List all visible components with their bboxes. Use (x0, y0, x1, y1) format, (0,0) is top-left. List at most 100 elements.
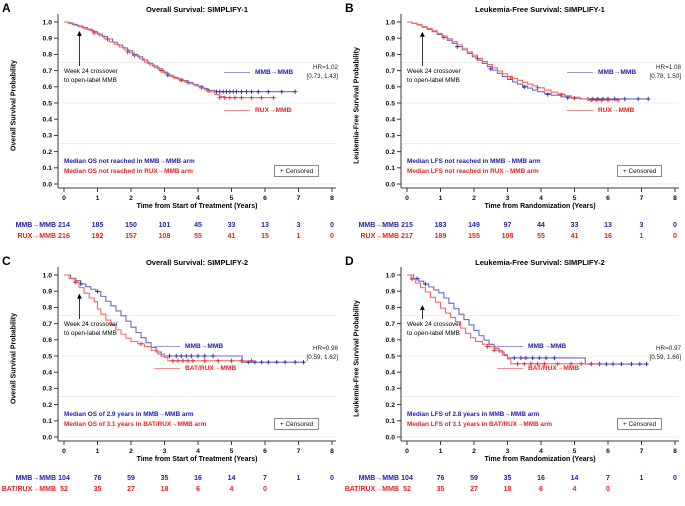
legend-line-icon (497, 368, 523, 369)
y-tick-label: 0.3 (43, 133, 53, 140)
y-tick-label: 1.0 (386, 272, 396, 279)
legend-label: RUX→MMB (598, 107, 635, 114)
at-risk-count: 44 (537, 222, 545, 229)
x-tick-label: 4 (196, 448, 200, 455)
panel-d: 0.0 0.1 0.2 0.3 0.4 0.5 0.6 0.7 0.8 0.9 1.0 0 1 2 3 4 5 6… (343, 253, 685, 506)
median-note-batrux: Median LFS of 3.1 years in BAT/RUX→MMB a… (407, 421, 553, 428)
hr-ci: [0.78, 1.50] (649, 72, 681, 80)
legend-item-rux: RUX→MMB (224, 107, 291, 114)
x-tick-label: 7 (640, 195, 644, 202)
y-tick-label: 0.1 (43, 418, 53, 425)
y-tick-label: 0.0 (43, 434, 53, 441)
at-risk-count: 16 (194, 475, 202, 482)
km-curve-comparator (64, 274, 254, 362)
at-risk-count: 0 (330, 233, 334, 240)
y-axis-label: Leukemia-Free Survival Probability (353, 47, 361, 164)
at-risk-count: 1 (297, 233, 301, 240)
y-tick-label: 0.2 (386, 402, 396, 409)
at-risk-count: 185 (92, 222, 104, 229)
crossover-annotation: Week 24 crossover to open-label MMB (407, 321, 461, 338)
x-tick-label: 7 (640, 448, 644, 455)
at-risk-count: 149 (468, 222, 480, 229)
at-risk-count: 6 (539, 486, 543, 493)
at-risk-count: 0 (330, 475, 334, 482)
x-tick-label: 8 (673, 195, 677, 202)
at-risk-count: 33 (228, 222, 236, 229)
at-risk-count: 59 (127, 475, 135, 482)
crossover-annotation: Week 24 crossover to open-label MMB (64, 321, 118, 338)
at-risk-count: 216 (58, 233, 70, 240)
hr-ci: [0.59, 1.62] (306, 353, 338, 361)
at-risk-count: 0 (263, 486, 267, 493)
x-tick-label: 0 (62, 195, 66, 202)
median-note-mmb: Median OS not reached in MMB→MMB arm (64, 158, 195, 165)
at-risk-count: 0 (673, 475, 677, 482)
km-curve-comparator (407, 21, 619, 101)
at-risk-count: 1 (297, 475, 301, 482)
hr-value: HR=1.02 (312, 64, 338, 71)
legend-item-batrux: BAT/RUX→MMB (497, 365, 579, 372)
legend-item-mmb: MMB→MMB (154, 343, 223, 350)
median-notes: Median LFS not reached in MMB→MMB arm Me… (407, 157, 541, 177)
x-tick-label: 6 (263, 195, 267, 202)
x-tick-label: 5 (230, 448, 234, 455)
legend-item-mmb: MMB→MMB (567, 69, 636, 76)
km-plot-svg-d: 0.0 0.1 0.2 0.3 0.4 0.5 0.6 0.7 0.8 0.9 1.0 0 1 2 3 4 5 6… (345, 267, 679, 493)
legend-label: BAT/RUX→MMB (528, 365, 580, 372)
x-tick-label: 5 (573, 448, 577, 455)
at-risk-count: 27 (470, 486, 478, 493)
at-risk-count: 35 (94, 486, 102, 493)
at-risk-count: 0 (606, 486, 610, 493)
censor-marks-comparator (441, 35, 621, 103)
censor-marks-mmb (105, 36, 298, 94)
y-tick-label: 1.0 (386, 19, 396, 26)
at-risk-row-label: MMB→MMB (16, 475, 56, 482)
censor-marks-comparator (409, 276, 602, 366)
censor-marks-comparator (91, 30, 276, 100)
at-risk-count: 18 (161, 486, 169, 493)
km-plot-svg-b: 0.0 0.1 0.2 0.3 0.4 0.5 0.6 0.7 0.8 0.9 1.0 0 1 2 3 4 5 6… (359, 14, 679, 240)
y-tick-label: 0.4 (43, 117, 53, 124)
legend-line-icon (497, 346, 523, 347)
y-tick-label: 1.0 (43, 19, 53, 26)
x-tick-label: 3 (163, 195, 167, 202)
at-risk-count: 14 (228, 475, 236, 482)
hr-value: HR=0.97 (655, 345, 681, 352)
km-curve-mmb (407, 21, 649, 100)
km-plot-svg-c: 0.0 0.1 0.2 0.3 0.4 0.5 0.6 0.7 0.8 0.9 1.0 0 1 2 3 4 5 6… (2, 267, 336, 493)
median-note-mmb: Median OS of 2.9 years in MMB→MMB arm (64, 411, 194, 418)
y-tick-label: 0.3 (386, 133, 396, 140)
x-tick-label: 1 (439, 195, 443, 202)
x-tick-label: 0 (405, 195, 409, 202)
x-tick-label: 4 (539, 448, 543, 455)
y-tick-label: 0.6 (43, 84, 53, 91)
median-note-rux: Median OS not reached in RUX→MMB arm (64, 168, 193, 175)
x-tick-label: 2 (472, 448, 476, 455)
censored-legend-box: + Censored (274, 165, 320, 177)
at-risk-count: 13 (604, 222, 612, 229)
legend-item-batrux: BAT/RUX→MMB (154, 365, 236, 372)
at-risk-count: 41 (228, 233, 236, 240)
x-tick-label: 8 (330, 195, 334, 202)
x-tick-label: 6 (263, 448, 267, 455)
panel-label-b: B (345, 1, 354, 15)
median-note-rux: Median LFS not reached in RUX→MMB arm (407, 168, 539, 175)
y-tick-label: 0.3 (386, 386, 396, 393)
x-tick-label: 2 (129, 448, 133, 455)
chart-title: Leukemia-Free Survival: SIMPLIFY-1 (475, 5, 605, 14)
km-curve-comparator (407, 274, 602, 365)
y-tick-label: 0.1 (386, 165, 396, 172)
at-risk-row-label: BAT/RUX→MMB (2, 486, 56, 493)
annotation-line1: Week 24 crossover (64, 68, 118, 75)
median-notes: Median LFS of 2.8 years in MMB→MMB arm M… (407, 410, 552, 430)
at-risk-count: 59 (470, 475, 478, 482)
x-tick-label: 3 (163, 448, 167, 455)
y-tick-label: 0.8 (386, 305, 396, 312)
x-tick-label: 3 (506, 195, 510, 202)
y-tick-label: 0.6 (386, 337, 396, 344)
hazard-ratio: HR=0.98 [0.59, 1.62] (306, 345, 338, 362)
hr-value: HR=0.98 (312, 345, 338, 352)
at-risk-count: 150 (125, 222, 137, 229)
x-tick-label: 8 (673, 448, 677, 455)
at-risk-count: 3 (640, 222, 644, 229)
